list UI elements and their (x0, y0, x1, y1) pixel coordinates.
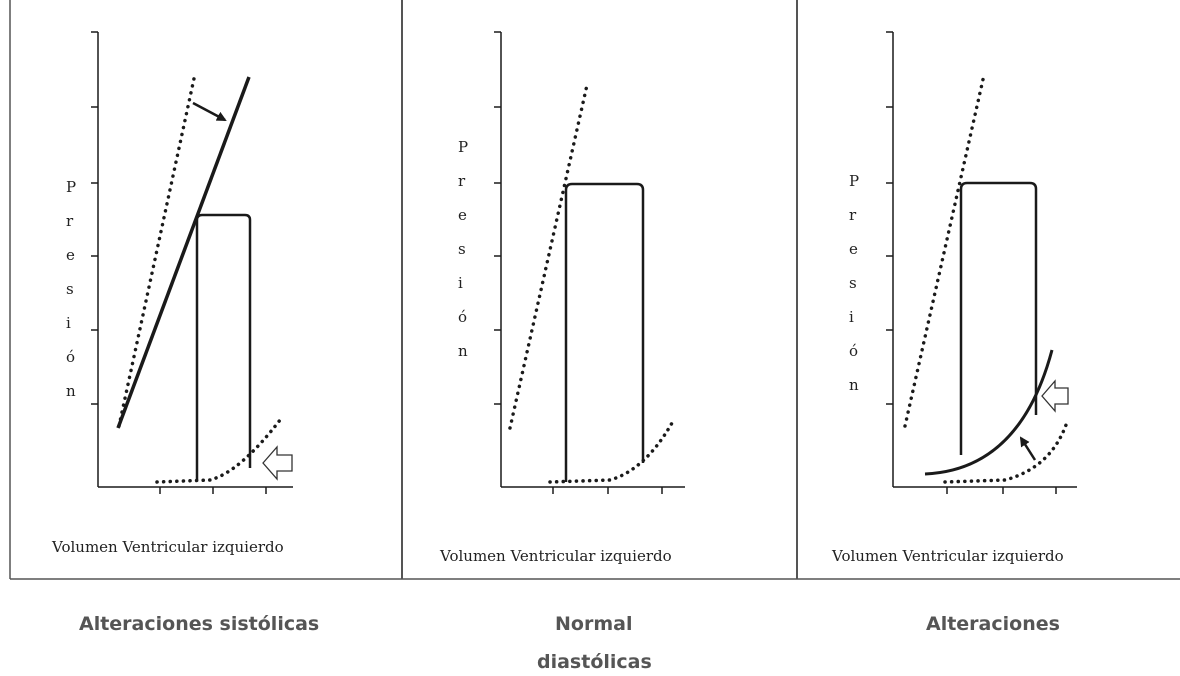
x-axis (501, 486, 685, 494)
hollow-arrow-icon (262, 445, 293, 481)
reduced-elastance-line (116, 76, 251, 429)
x-axis (893, 486, 1077, 494)
caption-diastolic-line1: Alteraciones (926, 613, 1060, 635)
filling-curve-dotted (155, 418, 282, 484)
stiff-filling-curve (924, 349, 1054, 476)
hollow-arrow-icon (1041, 379, 1069, 413)
x-axis (98, 486, 293, 494)
caption-diastolic-line2: diastólicas (537, 651, 652, 673)
y-axis (886, 31, 894, 487)
filling-curve-dotted (548, 421, 674, 484)
straight-arrow-icon (192, 101, 227, 122)
caption-systolic: Alteraciones sistólicas (79, 613, 320, 635)
x-axis-label: Volumen Ventricular izquierdo (51, 538, 284, 556)
pv-loop (195, 213, 252, 480)
caption-normal: Normal (555, 613, 633, 635)
y-axis (494, 31, 502, 487)
elastance-dotted-line (508, 83, 589, 430)
straight-arrow-icon (1019, 436, 1037, 461)
elastance-dotted-line (903, 73, 986, 428)
x-axis-label: Volumen Ventricular izquierdo (831, 547, 1064, 565)
x-axis-label: Volumen Ventricular izquierdo (439, 547, 672, 565)
normal-filling-curve-dotted (943, 423, 1068, 484)
pv-loop (959, 181, 1038, 455)
y-axis (91, 31, 99, 487)
panel-frames (9, 0, 1180, 580)
pv-loop (564, 182, 645, 482)
